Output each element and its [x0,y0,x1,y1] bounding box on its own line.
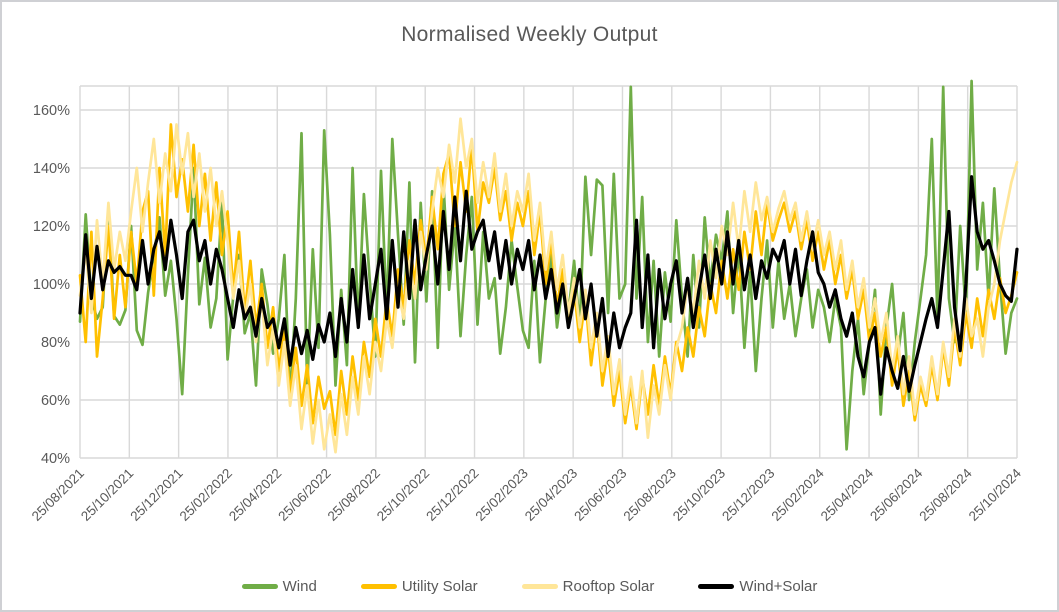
x-axis-tick-label: 25/08/2021 [29,466,87,524]
x-axis-tick-label: 25/12/2023 [719,466,777,524]
legend-label-rooftop-solar: Rooftop Solar [562,578,655,595]
x-axis-tick-label: 25/12/2022 [423,466,481,524]
wind-plus-solar-line-swatch [698,584,735,589]
x-axis-tick-label: 25/10/2022 [374,466,432,524]
chart-title: Normalised Weekly Output [401,23,658,46]
series-line-utility-solar [78,123,1019,437]
x-axis-tick-label: 25/12/2021 [127,466,185,524]
legend-label-wind: Wind [282,578,317,595]
wind-line-swatch [241,584,278,589]
x-axis-tick-label: 25/02/2023 [473,466,531,524]
x-axis-tick-label: 25/06/2023 [571,466,629,524]
series-line-rooftop-solar [78,117,1019,454]
legend-item-rooftop-solar[interactable]: Rooftop Solar [521,578,655,595]
y-axis-tick-label: 160% [33,103,70,119]
rooftop-solar-line-swatch [521,584,558,589]
y-axis-tick-label: 60% [41,393,70,409]
y-axis-tick-label: 100% [33,277,70,293]
legend-item-wind-plus-solar[interactable]: Wind+Solar [698,578,817,595]
x-axis-tick-label: 25/10/2021 [78,466,136,524]
x-axis-tick-label: 25/02/2022 [177,466,235,524]
x-axis-tick-label: 25/06/2022 [275,466,333,524]
legend-item-wind[interactable]: Wind [241,578,317,595]
legend-item-utility-solar[interactable]: Utility Solar [360,578,478,595]
y-axis-tick-label: 120% [33,219,70,235]
x-axis-tick-label: 25/04/2023 [522,466,580,524]
series-line-wind-solar [78,175,1019,396]
x-axis-tick-label: 25/08/2023 [621,466,679,524]
x-axis-tick-label: 25/04/2022 [226,466,284,524]
y-axis-tick-label: 140% [33,161,70,177]
legend-label-utility-solar: Utility Solar [401,578,478,595]
legend-label-wind-plus-solar: Wind+Solar [739,578,818,595]
y-axis-tick-label: 80% [41,335,70,351]
legend: Wind Utility Solar Rooftop Solar Wind+So… [2,578,1057,595]
y-axis-tick-label: 40% [41,451,70,467]
x-axis-tick-label: 25/08/2022 [325,466,383,524]
x-axis-tick-label: 25/10/2024 [966,465,1025,524]
x-axis-tick-label: 25/10/2023 [670,466,728,524]
utility-solar-line-swatch [360,584,397,589]
